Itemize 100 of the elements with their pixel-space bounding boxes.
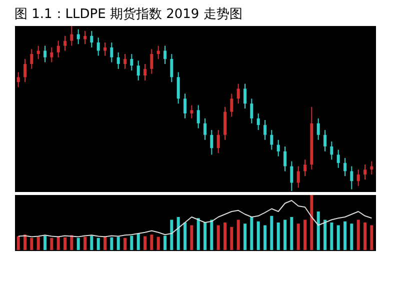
- bar: [144, 236, 146, 250]
- bar: [84, 236, 86, 250]
- candlestick: [216, 129, 220, 154]
- bar: [276, 222, 280, 250]
- bar: [116, 236, 120, 250]
- bar: [30, 238, 34, 250]
- bar: [284, 220, 286, 250]
- bar: [344, 221, 346, 250]
- bar: [264, 225, 266, 250]
- bar: [96, 238, 100, 250]
- candlestick: [24, 58, 26, 83]
- candlestick: [296, 166, 300, 188]
- candlestick: [364, 164, 366, 180]
- candlestick: [350, 166, 354, 190]
- candlestick: [284, 146, 286, 172]
- candlestick: [236, 83, 240, 104]
- bar: [336, 225, 340, 250]
- candlestick: [250, 98, 254, 124]
- candlestick: [184, 93, 186, 119]
- bar: [184, 222, 186, 250]
- bar: [64, 237, 66, 250]
- candlestick: [104, 42, 106, 56]
- bar: [270, 216, 274, 250]
- candlestick: [116, 52, 120, 70]
- candlestick: [264, 120, 266, 140]
- bar: [110, 237, 114, 250]
- candlestick: [304, 159, 306, 177]
- bar: [164, 236, 166, 250]
- candlestick: [30, 48, 34, 70]
- bar: [330, 222, 334, 250]
- bar: [250, 217, 254, 250]
- candlestick: [44, 45, 46, 63]
- bar: [204, 222, 206, 250]
- candlestick: [56, 40, 60, 58]
- candlestick: [344, 158, 346, 177]
- bar: [224, 222, 226, 250]
- candlestick: [176, 72, 180, 104]
- candlestick: [70, 26, 74, 46]
- bar: [216, 225, 220, 250]
- bar: [104, 236, 106, 250]
- candlestick: [270, 129, 274, 150]
- bar: [230, 226, 234, 250]
- chart-title: 图 1.1：LLDPE 期货指数 2019 走势图: [14, 7, 242, 22]
- bar: [50, 238, 54, 250]
- bar: [170, 220, 174, 250]
- candlestick: [276, 139, 280, 157]
- bar: [190, 225, 194, 250]
- bar: [44, 236, 46, 250]
- candlestick: [190, 104, 194, 119]
- candlestick: [64, 35, 66, 52]
- candlestick: [370, 160, 374, 175]
- bar: [356, 220, 360, 250]
- candlestick: [256, 112, 260, 130]
- bar: [364, 222, 366, 250]
- candlestick: [136, 60, 140, 81]
- bar: [236, 220, 240, 250]
- bar: [370, 225, 374, 250]
- candlestick: [324, 129, 326, 152]
- candlestick: [84, 30, 86, 45]
- bar: [150, 234, 154, 250]
- bar: [56, 236, 60, 250]
- bar: [244, 224, 246, 250]
- candlestick: [150, 48, 154, 74]
- bar: [24, 234, 26, 250]
- bar: [130, 236, 134, 250]
- bar: [36, 236, 40, 250]
- bar: [304, 220, 306, 250]
- candlestick: [16, 72, 20, 88]
- bar: [76, 238, 80, 250]
- bar: [176, 217, 180, 250]
- candlestick: [290, 160, 294, 192]
- candlestick: [110, 42, 114, 63]
- candlestick: [156, 45, 160, 60]
- bar: [350, 224, 354, 250]
- bar: [210, 220, 214, 250]
- bar: [16, 236, 20, 250]
- candlestick: [144, 63, 146, 81]
- candlestick: [76, 28, 80, 45]
- candlestick: [164, 45, 166, 64]
- bar: [310, 195, 314, 250]
- candlestick: [244, 83, 246, 109]
- candlestick: [196, 104, 200, 129]
- bar: [70, 235, 74, 250]
- bar: [296, 224, 300, 250]
- candlestick: [204, 118, 206, 140]
- bar: [256, 221, 260, 250]
- bar: [290, 217, 294, 250]
- candlestick: [224, 106, 226, 140]
- candlestick: [316, 118, 320, 140]
- candlestick: [124, 54, 126, 70]
- bar: [316, 212, 320, 250]
- candlestick: [90, 30, 94, 48]
- candlestick: [210, 129, 214, 156]
- bar: [136, 234, 140, 250]
- candlestick: [170, 54, 174, 83]
- candlestick: [336, 149, 340, 168]
- bar: [324, 220, 326, 250]
- candlestick: [96, 37, 100, 56]
- candlestick: [36, 45, 40, 60]
- bar: [124, 238, 126, 250]
